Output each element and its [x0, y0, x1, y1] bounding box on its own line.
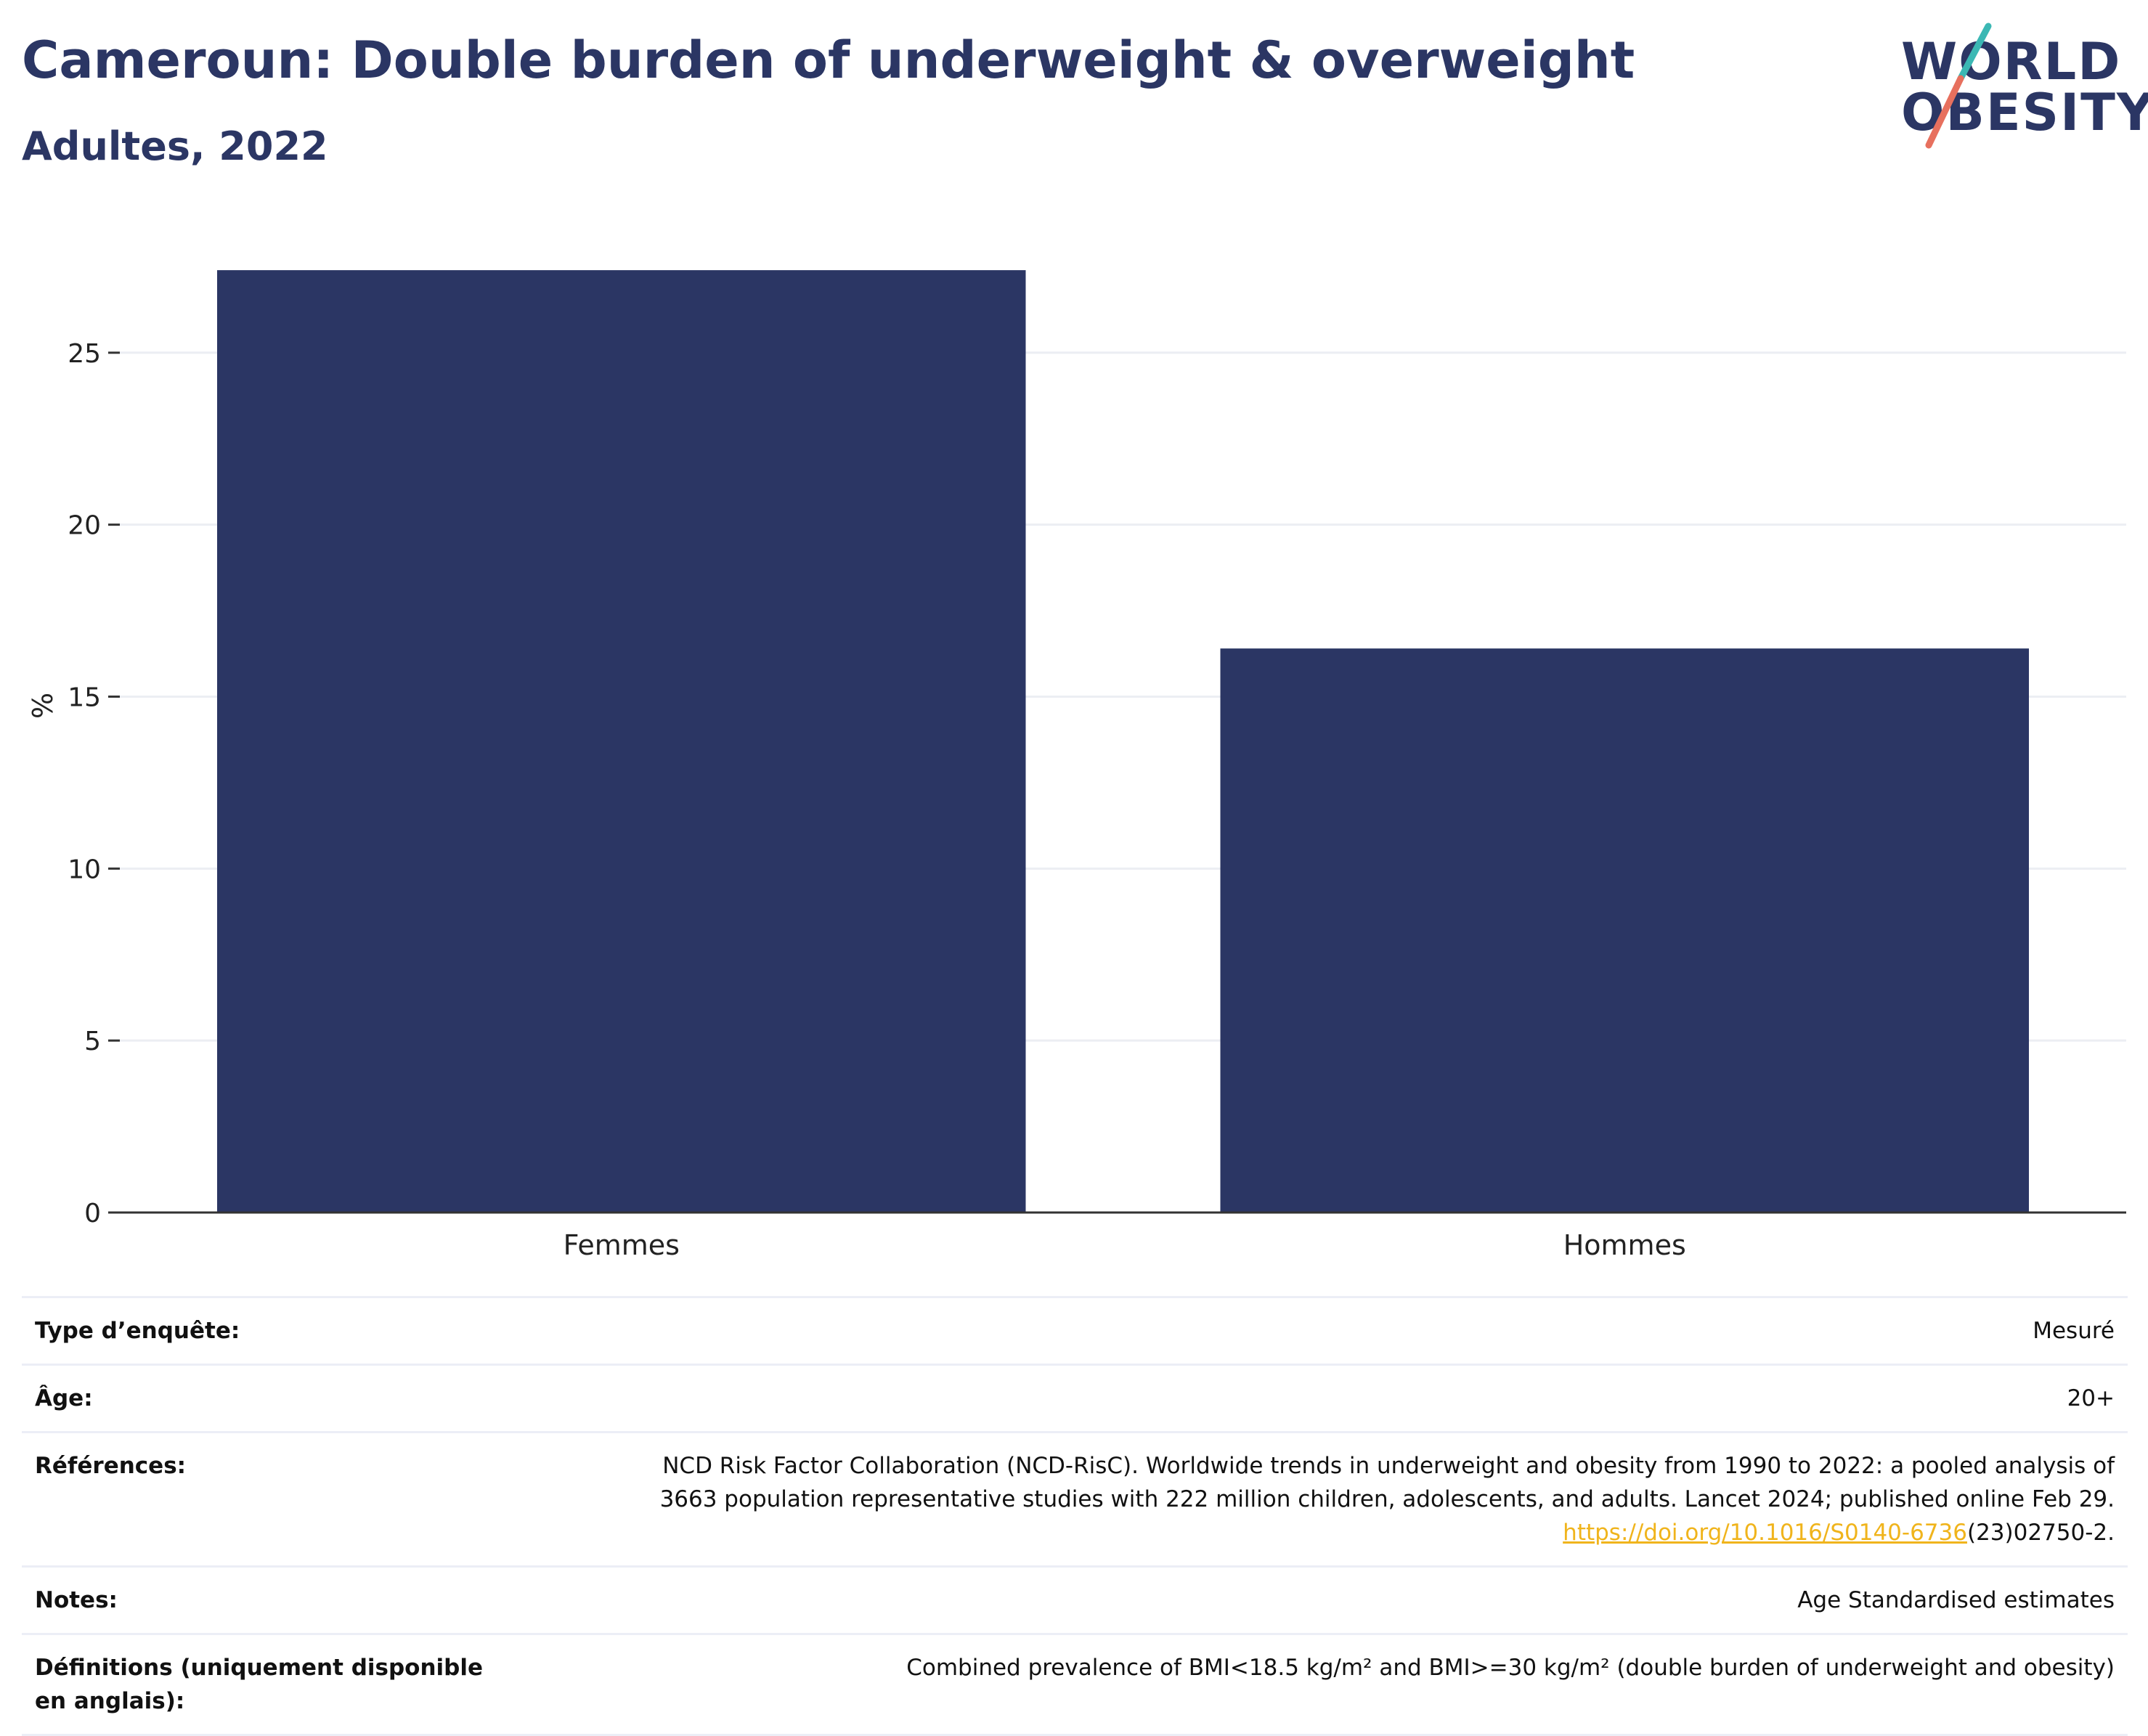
y-tick-label: 10 — [68, 855, 101, 884]
chart-subtitle: Adultes, 2022 — [22, 123, 328, 169]
meta-row-survey: Type d’enquête: Mesuré — [22, 1296, 2128, 1366]
bar-chart: 0 5 10 15 20 25 Femmes Hommes % — [27, 270, 2126, 1261]
y-tick-label: 15 — [68, 682, 101, 712]
bars — [217, 270, 2029, 1213]
meta-row-definitions: Définitions (uniquement disponible en an… — [22, 1633, 2128, 1736]
x-tick-label: Hommes — [1563, 1229, 1686, 1261]
meta-row-references: Références: NCD Risk Factor Collaboratio… — [22, 1431, 2128, 1568]
references-line-2: 3663 population representative studies w… — [659, 1486, 2115, 1512]
logo-slash-icon — [1925, 23, 1992, 149]
y-tick-label: 20 — [68, 511, 101, 541]
references-value: NCD Risk Factor Collaboration (NCD-RisC)… — [513, 1431, 2128, 1568]
references-line-1: NCD Risk Factor Collaboration (NCD-RisC)… — [662, 1453, 2115, 1479]
references-tail: (23)02750-2. — [1966, 1520, 2115, 1546]
y-axis-label: % — [27, 693, 59, 719]
metadata-table: Type d’enquête: Mesuré Âge: 20+ Référenc… — [22, 1296, 2128, 1736]
logo-word-world: WORLD — [1901, 32, 2122, 91]
references-label: Références: — [22, 1431, 513, 1568]
world-obesity-logo: WORLD OBESITY — [1888, 20, 2148, 151]
age-label: Âge: — [22, 1364, 513, 1433]
doi-link[interactable]: https://doi.org/10.1016/S0140-6736 — [1563, 1520, 1967, 1546]
x-tick-label: Femmes — [564, 1229, 680, 1261]
survey-type-label: Type d’enquête: — [22, 1296, 513, 1366]
meta-row-notes: Notes: Age Standardised estimates — [22, 1565, 2128, 1635]
axes: 0 5 10 15 20 25 Femmes Hommes — [68, 339, 2126, 1261]
y-tick-label: 0 — [84, 1199, 101, 1228]
definitions-label: Définitions (uniquement disponible en an… — [22, 1633, 513, 1736]
notes-label: Notes: — [22, 1565, 513, 1635]
age-value: 20+ — [513, 1364, 2128, 1433]
bar-hommes — [1220, 648, 2029, 1213]
y-tick-label: 25 — [68, 339, 101, 369]
notes-value: Age Standardised estimates — [513, 1565, 2128, 1635]
y-tick-label: 5 — [84, 1027, 101, 1056]
bar-femmes — [217, 270, 1026, 1213]
definitions-value: Combined prevalence of BMI<18.5 kg/m² an… — [513, 1633, 2128, 1736]
chart-title: Cameroun: Double burden of underweight &… — [22, 30, 1635, 90]
meta-row-age: Âge: 20+ — [22, 1364, 2128, 1433]
survey-type-value: Mesuré — [513, 1296, 2128, 1366]
